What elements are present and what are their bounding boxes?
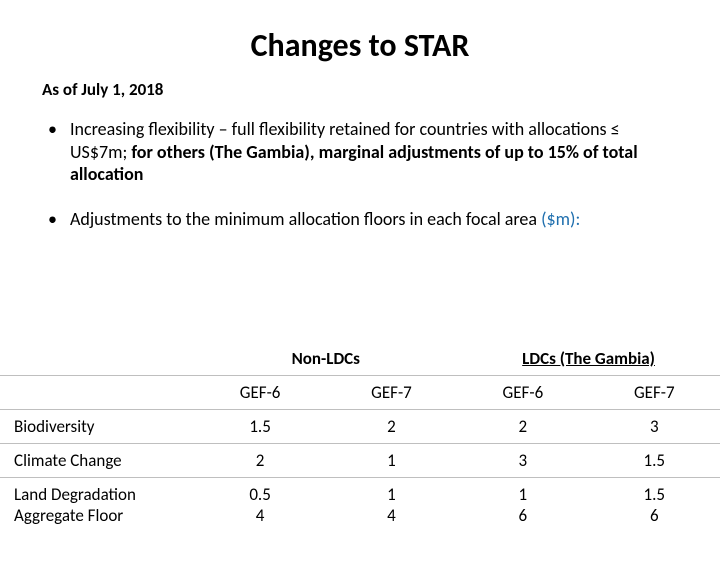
- allocation-table: Non-LDCs LDCs (The Gambia) GEF-6 GEF-7 G…: [0, 344, 720, 533]
- bullet-text: Adjustments to the minimum allocation fl…: [70, 208, 678, 231]
- cell-value: 4: [200, 505, 319, 526]
- col-ldcs-gef7: GEF-7: [589, 376, 720, 410]
- cell-value: 2: [326, 410, 457, 444]
- cell-value: 6: [463, 505, 582, 526]
- bullet2-partB: ($m):: [541, 208, 580, 230]
- bullet2-partA: Adjustments to the minimum allocation fl…: [70, 208, 541, 230]
- bullet-text: Increasing flexibility – full flexibilit…: [70, 118, 678, 186]
- slide-title: Changes to STAR: [0, 26, 720, 65]
- row-label-biodiversity: Biodiversity: [0, 410, 194, 444]
- cell-value-stack: 1.5 6: [589, 478, 720, 533]
- col-group-ldcs: LDCs (The Gambia): [457, 344, 720, 376]
- cell-value: 1.5: [589, 444, 720, 478]
- col-nonldcs-gef6: GEF-6: [194, 376, 325, 410]
- cell-value: 1: [332, 484, 451, 505]
- cell-value-stack: 1 6: [457, 478, 588, 533]
- bullet-adjustments: • Adjustments to the minimum allocation …: [42, 208, 678, 231]
- cell-value: 3: [457, 444, 588, 478]
- as-of-date: As of July 1, 2018: [0, 79, 720, 100]
- table-row: Climate Change 2 1 3 1.5: [0, 444, 720, 478]
- cell-value: 2: [457, 410, 588, 444]
- table-row: Biodiversity 1.5 2 2 3: [0, 410, 720, 444]
- cell-value-stack: 0.5 4: [194, 478, 325, 533]
- table-sub-header: GEF-6 GEF-7 GEF-6 GEF-7: [0, 376, 720, 410]
- row-label-aggregate: Aggregate Floor: [14, 505, 188, 526]
- row-label-land-aggregate: Land Degradation Aggregate Floor: [0, 478, 194, 533]
- table-row: Land Degradation Aggregate Floor 0.5 4 1…: [0, 478, 720, 533]
- cell-value-stack: 1 4: [326, 478, 457, 533]
- bullet1-partB: for others (The Gambia), marginal adjust…: [70, 141, 638, 186]
- cell-value: 1.5: [595, 484, 714, 505]
- allocation-table-wrap: Non-LDCs LDCs (The Gambia) GEF-6 GEF-7 G…: [0, 344, 720, 533]
- cell-value: 3: [589, 410, 720, 444]
- cell-value: 2: [194, 444, 325, 478]
- table-subheader-blank: [0, 376, 194, 410]
- col-nonldcs-gef7: GEF-7: [326, 376, 457, 410]
- bullet-flexibility: • Increasing flexibility – full flexibil…: [42, 118, 678, 186]
- table-corner-blank: [0, 344, 194, 376]
- cell-value: 1: [326, 444, 457, 478]
- row-label-climate: Climate Change: [0, 444, 194, 478]
- bullet-marker: •: [42, 208, 70, 231]
- cell-value: 1: [463, 484, 582, 505]
- bullet-list: • Increasing flexibility – full flexibil…: [0, 118, 720, 230]
- cell-value: 4: [332, 505, 451, 526]
- row-label-land: Land Degradation: [14, 484, 188, 505]
- col-ldcs-gef6: GEF-6: [457, 376, 588, 410]
- cell-value: 1.5: [194, 410, 325, 444]
- table-group-header: Non-LDCs LDCs (The Gambia): [0, 344, 720, 376]
- cell-value: 0.5: [200, 484, 319, 505]
- cell-value: 6: [595, 505, 714, 526]
- col-group-nonldcs: Non-LDCs: [194, 344, 457, 376]
- bullet-marker: •: [42, 118, 70, 186]
